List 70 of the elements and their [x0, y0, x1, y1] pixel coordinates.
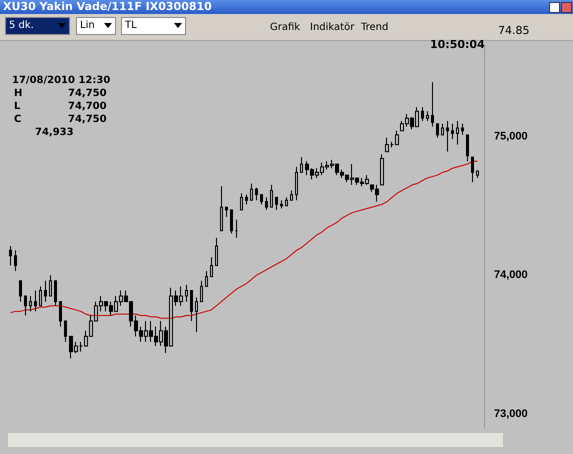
candlestick — [456, 120, 459, 146]
text: Indikatör — [310, 22, 354, 33]
y-tick-label: 74,000 — [494, 269, 528, 282]
candlestick — [215, 237, 218, 266]
candlestick — [24, 296, 27, 316]
text: TL — [125, 20, 137, 31]
candlestick — [280, 200, 283, 210]
candlestick — [380, 154, 384, 186]
annotation: 17/08/2010 12:30 — [12, 75, 110, 86]
annotation: 74,933 — [35, 127, 74, 138]
candlestick — [200, 280, 203, 302]
candlestick — [225, 206, 228, 218]
candlestick — [441, 123, 444, 136]
candlestick — [44, 280, 47, 302]
candlestick — [19, 280, 22, 302]
candlestick — [466, 134, 469, 162]
candlestick — [300, 156, 303, 173]
candlestick — [210, 256, 213, 278]
candlestick — [476, 170, 479, 178]
candlestick — [421, 106, 424, 122]
candlestick — [250, 183, 253, 201]
annotation: 74,700 — [68, 101, 107, 112]
text: Lin — [80, 20, 95, 31]
candlestick — [240, 192, 243, 210]
candlestick — [205, 270, 208, 287]
candlestick — [270, 184, 273, 208]
text: Grafik — [270, 22, 300, 33]
candlestick — [54, 280, 57, 306]
candlestick — [64, 320, 67, 342]
candlestick — [255, 187, 258, 201]
candlestick — [59, 301, 62, 328]
candlestick — [285, 196, 288, 206]
candlestick — [195, 296, 198, 333]
y-tick-label: 75,000 — [494, 130, 528, 142]
annotation: 74,750 — [68, 88, 107, 99]
candlestick — [290, 190, 293, 201]
y-tick-label: 73,000 — [494, 408, 528, 420]
text: Trend — [361, 22, 388, 33]
candlestick — [39, 286, 42, 306]
candlestick — [275, 196, 278, 210]
text: 74.85 — [498, 24, 530, 37]
candlestick — [220, 186, 223, 232]
candlestick — [471, 156, 474, 183]
candlestick — [230, 209, 233, 234]
candlestick — [426, 110, 429, 122]
candlestick — [190, 290, 193, 322]
candlestick — [436, 123, 439, 138]
candlestick — [265, 196, 268, 210]
annotation: H — [14, 88, 22, 99]
candlestick — [295, 166, 298, 201]
candlestick — [9, 246, 12, 266]
annotation: L — [14, 101, 20, 112]
candlestick — [235, 219, 238, 238]
annotation: 74,750 — [68, 114, 107, 125]
candlestick — [461, 123, 464, 136]
chart-title: XU30 Yakin Vade/111F IX0300810 — [0, 0, 573, 14]
text: 5 dk. — [9, 20, 34, 31]
line-series — [10, 160, 478, 319]
candlestick — [29, 296, 32, 312]
candlestick — [185, 284, 188, 302]
candlestick — [431, 82, 434, 128]
candlestick — [34, 290, 37, 312]
candlestick — [260, 194, 263, 205]
candlestick — [49, 274, 52, 297]
annotation: 10:50:04 — [430, 38, 485, 51]
candlestick — [245, 194, 248, 205]
candlestick — [451, 123, 454, 140]
annotation: C — [14, 114, 22, 125]
candlestick — [14, 250, 17, 272]
candlestick — [446, 120, 449, 152]
